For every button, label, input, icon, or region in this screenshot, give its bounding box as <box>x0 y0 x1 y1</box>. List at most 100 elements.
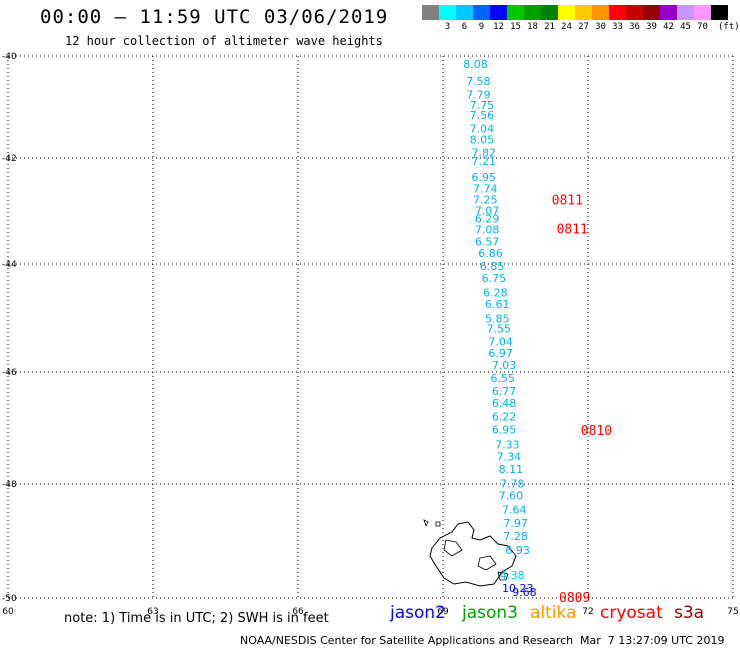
wave-height-value: 8.08 <box>463 58 488 71</box>
pass-time-label: 0811 <box>557 223 588 238</box>
scale-label: 45 <box>680 22 691 32</box>
lat-label: -50 <box>2 594 17 604</box>
scale-swatch <box>660 5 677 20</box>
lat-label: -44 <box>2 260 17 270</box>
credit-text: NOAA/NESDIS Center for Satellite Applica… <box>240 634 574 647</box>
legend-item-altika: altika <box>530 603 577 623</box>
scale-label: 70 <box>697 22 708 32</box>
color-scale-labels: 3 6 9 12 15 18 21 24 27 30 33 36 39 42 45 70 <box>422 22 728 32</box>
scale-swatch <box>524 5 541 20</box>
wave-height-value: 6.22 <box>492 410 516 423</box>
wave-height-value: 9.68 <box>512 586 537 599</box>
wave-height-value: 8.05 <box>470 133 495 146</box>
lon-label: 72 <box>582 607 593 617</box>
wave-height-value: 7.08 <box>475 224 500 237</box>
credit-timestamp: Mar 7 13:27:09 UTC 2019 <box>580 634 725 647</box>
wave-height-value: 7.25 <box>473 193 498 206</box>
color-scale-unit: (ft) <box>718 22 740 32</box>
scale-label: 12 <box>493 22 504 32</box>
lon-label: 69 <box>437 607 449 617</box>
wave-height-value: 8.11 <box>499 463 524 476</box>
wave-height-value: 6.77 <box>492 385 516 398</box>
scale-label: 9 <box>478 22 485 32</box>
scale-label: 36 <box>629 22 640 32</box>
kerguelen-island-outline <box>423 519 517 587</box>
scale-swatch <box>609 5 626 20</box>
scale-label: 18 <box>527 22 538 32</box>
scale-label: 30 <box>595 22 606 32</box>
scale-swatch <box>558 5 575 20</box>
wave-height-value: 7.75 <box>470 99 495 112</box>
scale-swatch <box>592 5 609 20</box>
scale-swatch <box>473 5 490 20</box>
wave-height-value: 6.93 <box>505 544 529 557</box>
wave-height-value: 7.82 <box>472 147 497 160</box>
wave-height-value: 7.56 <box>470 109 495 122</box>
axis-labels: -40 -42 -44 -46 -48 -50 60 63 66 69 72 75 <box>2 52 739 617</box>
lon-label: 63 <box>147 607 158 617</box>
scale-label: 24 <box>561 22 572 32</box>
scale-swatch <box>456 5 473 20</box>
wave-height-value: 10.23 <box>502 582 534 595</box>
scale-swatch <box>422 5 439 20</box>
legend-item-s3a: s3a <box>674 603 705 623</box>
wave-height-value: 6.48 <box>492 397 516 410</box>
wave-height-value: 7.33 <box>495 438 520 451</box>
wave-height-value: 6.55 <box>490 372 515 385</box>
legend-item-jason2: jason2 <box>390 603 446 623</box>
wave-height-value: 6.95 <box>492 423 516 436</box>
wave-height-value: 7.04 <box>470 122 495 135</box>
wave-height-value: 7.58 <box>466 75 491 88</box>
wave-height-value: 7.97 <box>503 517 527 530</box>
scale-label: 15 <box>510 22 521 32</box>
lon-label: 75 <box>727 607 738 617</box>
wave-height-value: 7.04 <box>488 336 513 349</box>
scale-label: 27 <box>578 22 589 32</box>
wave-height-value: 7.55 <box>487 323 512 336</box>
lat-label: -42 <box>2 154 17 164</box>
pass-time-label: 0811 <box>552 193 583 208</box>
wave-height-value: 7.78 <box>500 478 525 491</box>
scale-label: 6 <box>461 22 468 32</box>
wave-height-value: 6.61 <box>485 298 510 311</box>
altimeter-track: 8.087.587.797.757.567.048.057.827.216.95… <box>463 58 530 557</box>
wave-height-value: 7.60 <box>499 489 524 502</box>
legend-item-jason3: jason3 <box>462 603 518 623</box>
wave-height-value: 6.97 <box>488 347 513 360</box>
wave-height-value: 7.79 <box>466 89 491 102</box>
scale-swatch <box>694 5 711 20</box>
wave-height-value: 7.21 <box>472 155 497 168</box>
wave-height-value: 7.34 <box>497 451 522 464</box>
scale-label: 21 <box>544 22 555 32</box>
wave-height-value: 7.64 <box>502 504 527 517</box>
page-subtitle: 12 hour collection of altimeter wave hei… <box>65 34 383 48</box>
pass-time-label: 0809 <box>559 591 590 606</box>
scale-swatch <box>626 5 643 20</box>
pass-time-labels: 0811 0811 0810 0809 <box>552 193 612 606</box>
lon-label: 60 <box>2 607 14 617</box>
wave-height-value: 6.28 <box>483 287 508 300</box>
note-text: note: 1) Time is in UTC; 2) SWH is in fe… <box>64 611 329 626</box>
scale-swatch <box>575 5 592 20</box>
wave-height-value: 6.29 <box>475 212 500 225</box>
wave-height-value: 6.85 <box>480 260 505 273</box>
pass-time-label: 0810 <box>581 424 612 439</box>
lat-label: -46 <box>2 368 17 378</box>
scale-swatch <box>439 5 456 20</box>
scale-swatch <box>507 5 524 20</box>
scale-swatch <box>677 5 694 20</box>
wave-height-value: 6.75 <box>482 272 507 285</box>
scale-label: 3 <box>444 22 451 32</box>
scale-label: 33 <box>612 22 623 32</box>
page-title: 00:00 – 11:59 UTC 03/06/2019 <box>40 6 389 28</box>
scale-label: 42 <box>663 22 674 32</box>
lat-label: -48 <box>2 480 17 490</box>
wave-height-value: 6.86 <box>478 247 503 260</box>
scale-swatch <box>490 5 507 20</box>
wave-height-value: 5.85 <box>485 312 510 325</box>
wave-height-value: 7.03 <box>492 359 516 372</box>
scale-swatch <box>643 5 660 20</box>
wave-height-value: 4.38 <box>500 569 525 582</box>
